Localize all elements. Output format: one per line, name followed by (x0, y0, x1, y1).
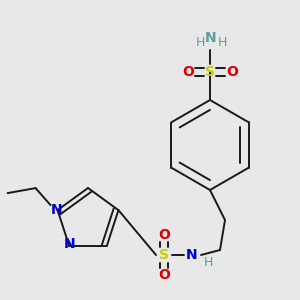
Text: H: H (195, 35, 205, 49)
Text: O: O (158, 268, 170, 282)
Text: H: H (217, 35, 227, 49)
Text: H: H (203, 256, 213, 269)
Text: O: O (226, 65, 238, 79)
Text: N: N (51, 203, 62, 217)
Text: S: S (205, 65, 215, 79)
Text: O: O (158, 228, 170, 242)
Text: N: N (205, 31, 217, 45)
Text: S: S (159, 248, 169, 262)
Text: N: N (63, 237, 75, 251)
Text: O: O (182, 65, 194, 79)
Text: N: N (186, 248, 198, 262)
